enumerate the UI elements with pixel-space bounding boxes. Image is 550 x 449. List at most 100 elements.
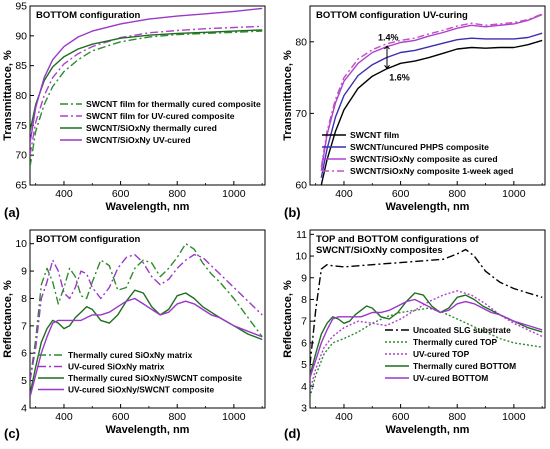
plot-frame — [29, 229, 266, 409]
y-tick-label: 8 — [301, 294, 307, 306]
x-axis-label: Wavelength, nm — [106, 424, 190, 436]
y-tick-label: 3 — [301, 403, 307, 415]
x-tick-label: 1000 — [222, 411, 246, 423]
legend-entry: SWCNT/uncured PHPS composite — [350, 142, 489, 152]
series-group — [310, 248, 543, 398]
legend-entry: UV-cured SiOxNy matrix — [68, 362, 165, 372]
legend-entry: SWCNT/SiOxNy composite 1-week aged — [350, 166, 513, 176]
x-tick-label: 400 — [55, 411, 73, 423]
series-group — [320, 13, 543, 185]
panel-b: 400 600 800 1000 60 70 80 Wavelength, nm Transmi… — [282, 5, 546, 220]
series-line — [30, 30, 263, 168]
series-line — [310, 307, 543, 398]
y-axis-label: Transmittance, % — [282, 50, 294, 141]
legend-entry: SWCNT film — [350, 130, 400, 140]
series-line — [320, 39, 543, 185]
y-tick-label: 85 — [15, 60, 27, 72]
y-tick-label: 9 — [21, 266, 27, 278]
chart-title: BOTTOM configuration — [36, 10, 141, 21]
y-tick-label: 80 — [295, 36, 307, 48]
y-tick-label: 5 — [21, 375, 27, 387]
y-tick-label: 10 — [15, 238, 27, 250]
series-group — [30, 243, 263, 398]
legend-entry: SWCNT/SiOxNy composite as cured — [350, 154, 498, 164]
legend-entry: SWCNT/SiOxNy UV-cured — [86, 135, 191, 145]
legend-entry: Thermally cured TOP — [413, 337, 498, 347]
series-line — [310, 298, 543, 378]
legend-entry: SWCNT/SiOxNy thermally cured — [86, 123, 217, 133]
series-line — [30, 289, 263, 395]
y-tick-label: 11 — [296, 229, 307, 241]
y-axis-label: Reflectance, % — [2, 280, 14, 358]
annotation-label: 1.6% — [389, 72, 410, 82]
chart-title: BOTTOM configuration UV-curing — [316, 10, 468, 21]
x-tick-label: 600 — [392, 188, 410, 200]
y-tick-label: 4 — [301, 381, 307, 393]
x-axis-label: Wavelength, nm — [386, 201, 470, 213]
y-tick-label: 75 — [15, 120, 27, 132]
x-tick-label: 600 — [112, 188, 130, 200]
legend-entry: Thermally cured BOTTOM — [413, 361, 516, 371]
panel-a: 400 600 800 1000 65 70 75 80 85 90 95 Wavelength, n… — [2, 1, 266, 220]
annotation-arrowhead — [384, 45, 390, 50]
plot-frame — [309, 229, 546, 409]
y-tick-label: 8 — [21, 293, 27, 305]
series-line — [320, 13, 543, 168]
legend-entry: SWCNT film for thermally cured composite — [86, 99, 261, 109]
series-line — [30, 297, 263, 398]
legend-entry: Uncoated SLG substrate — [413, 325, 511, 335]
series-line — [310, 248, 543, 365]
series-line — [30, 7, 263, 144]
x-tick-label: 800 — [168, 411, 186, 423]
y-tick-label: 60 — [295, 180, 307, 192]
x-tick-label: 1000 — [502, 411, 526, 423]
y-tick-label: 10 — [295, 251, 307, 263]
series-line — [30, 29, 263, 132]
x-tick-label: 600 — [112, 411, 130, 423]
x-tick-label: 600 — [392, 411, 410, 423]
y-tick-label: 90 — [15, 30, 27, 42]
y-tick-label: 7 — [301, 316, 307, 328]
y-tick-label: 80 — [15, 90, 27, 102]
y-tick-label: 95 — [15, 1, 27, 13]
x-axis-label: Wavelength, nm — [386, 424, 470, 436]
panel-label: (d) — [284, 426, 301, 441]
series-line — [30, 25, 263, 156]
x-tick-label: 800 — [448, 188, 466, 200]
series-line — [310, 292, 543, 376]
annotation-label: 1.4% — [378, 32, 399, 42]
y-tick-label: 70 — [15, 150, 27, 162]
y-tick-label: 6 — [301, 337, 307, 349]
x-tick-label: 1000 — [222, 188, 246, 200]
annotation-arrowhead — [384, 64, 390, 70]
legend-entry: UV-cured BOTTOM — [413, 373, 488, 383]
y-tick-label: 7 — [21, 320, 27, 332]
series-line — [30, 253, 263, 381]
x-tick-label: 1000 — [502, 188, 526, 200]
y-tick-label: 5 — [301, 359, 307, 371]
series-line — [320, 32, 543, 178]
y-tick-label: 65 — [15, 180, 27, 192]
y-axis-label: Transmittance, % — [2, 50, 14, 141]
legend-entry: Thermally cured SiOxNy/SWCNT composite — [68, 373, 242, 383]
legend-entry: SWCNT film for UV-cured composite — [86, 111, 235, 121]
x-tick-label: 400 — [335, 188, 353, 200]
x-axis-label: Wavelength, nm — [106, 201, 190, 213]
x-tick-label: 400 — [55, 188, 73, 200]
chart-title: TOP and BOTTOM configurations of SWCNT/Si… — [316, 234, 479, 256]
x-tick-label: 800 — [448, 411, 466, 423]
series-line — [320, 13, 543, 171]
panel-label: (c) — [4, 426, 20, 441]
y-tick-label: 9 — [301, 272, 307, 284]
x-tick-label: 400 — [335, 411, 353, 423]
y-tick-label: 6 — [21, 348, 27, 360]
y-tick-label: 4 — [21, 403, 27, 415]
panel-label: (a) — [4, 205, 20, 220]
panel-c: 400 600 800 1000 4 5 6 7 8 9 10 Wavelength, nm Refle… — [2, 229, 266, 441]
series-group — [30, 7, 263, 168]
panel-d: 400 600 800 1000 3 4 5 6 7 8 9 10 11 Wavelength, nm Re… — [282, 229, 546, 441]
chart-title: BOTTOM configuration — [36, 234, 141, 245]
legend-entry: UV-cured TOP — [413, 349, 470, 359]
legend-entry: Thermally cured SiOxNy matrix — [68, 350, 193, 360]
